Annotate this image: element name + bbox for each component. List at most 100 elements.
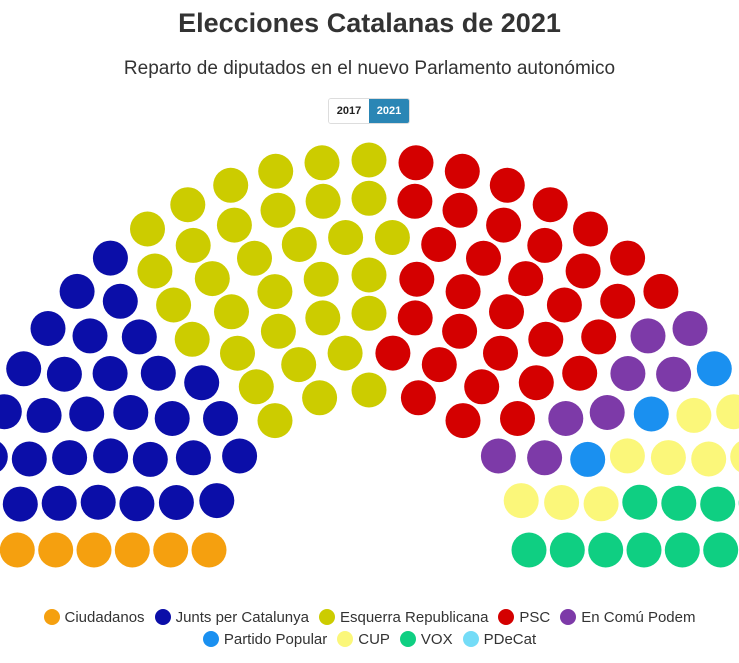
seat-esquerra-republicana[interactable] [175,227,211,263]
seat-psc[interactable] [546,287,582,323]
seat-junts-per-catalunya[interactable] [59,273,95,309]
seat-esquerra-republicana[interactable] [214,294,249,330]
seat-en-comú-podem[interactable] [527,440,563,476]
seat-esquerra-republicana[interactable] [260,313,296,349]
seat-esquerra-republicana[interactable] [137,253,173,289]
seat-en-comú-podem[interactable] [630,318,666,354]
seat-psc[interactable] [445,403,481,439]
seat-psc[interactable] [466,240,501,276]
seat-junts-per-catalunya[interactable] [2,486,38,522]
seat-junts-per-catalunya[interactable] [175,440,211,476]
seat-psc[interactable] [508,261,544,297]
seat-esquerra-republicana[interactable] [130,211,165,247]
seat-esquerra-republicana[interactable] [281,227,317,262]
seat-vox[interactable] [549,532,585,568]
seat-ciudadanos[interactable] [114,532,150,568]
seat-ciudadanos[interactable] [76,532,112,568]
seat-psc[interactable] [375,335,411,371]
seat-esquerra-republicana[interactable] [305,300,341,336]
seat-esquerra-republicana[interactable] [328,220,364,255]
seat-junts-per-catalunya[interactable] [41,485,77,521]
seat-junts-per-catalunya[interactable] [140,355,176,391]
seat-psc[interactable] [486,207,522,243]
seat-junts-per-catalunya[interactable] [93,438,129,474]
seat-junts-per-catalunya[interactable] [121,319,157,355]
seat-vox[interactable] [661,485,697,521]
seat-psc[interactable] [489,167,525,203]
seat-junts-per-catalunya[interactable] [154,401,190,436]
seat-esquerra-republicana[interactable] [374,220,410,255]
seat-esquerra-republicana[interactable] [257,274,293,310]
seat-junts-per-catalunya[interactable] [0,439,8,474]
seat-esquerra-republicana[interactable] [351,295,387,331]
seat-psc[interactable] [399,261,435,297]
seat-esquerra-republicana[interactable] [303,261,339,297]
seat-psc[interactable] [500,401,535,436]
seat-esquerra-republicana[interactable] [213,167,249,203]
seat-partido-popular[interactable] [696,351,732,387]
seat-junts-per-catalunya[interactable] [0,394,22,430]
seat-cup[interactable] [503,483,539,519]
seat-psc[interactable] [643,273,679,309]
seat-esquerra-republicana[interactable] [304,145,340,181]
seat-psc[interactable] [442,192,478,228]
legend-item[interactable]: VOX [399,631,453,648]
seat-junts-per-catalunya[interactable] [184,365,220,401]
seat-psc[interactable] [565,253,601,289]
seat-partido-popular[interactable] [633,396,669,432]
seat-junts-per-catalunya[interactable] [6,351,42,387]
seat-esquerra-republicana[interactable] [260,192,296,228]
seat-junts-per-catalunya[interactable] [158,485,194,520]
seat-esquerra-republicana[interactable] [351,142,387,178]
seat-psc[interactable] [610,240,646,276]
year-2021-button[interactable]: 2021 [369,99,409,123]
seat-esquerra-republicana[interactable] [258,153,294,189]
seat-psc[interactable] [573,211,608,247]
legend-item[interactable]: Partido Popular [202,631,327,648]
seat-psc[interactable] [528,321,564,357]
legend-item[interactable]: PSC [498,609,550,626]
seat-psc[interactable] [398,145,434,181]
seat-ciudadanos[interactable] [153,532,189,568]
seat-cup[interactable] [691,441,727,477]
seat-psc[interactable] [397,183,433,219]
legend-item[interactable]: CUP [337,631,390,648]
seat-en-comú-podem[interactable] [672,311,708,346]
seat-esquerra-republicana[interactable] [220,335,255,371]
seat-vox[interactable] [700,486,736,522]
seat-en-comú-podem[interactable] [480,438,516,474]
seat-psc[interactable] [581,319,617,355]
seat-junts-per-catalunya[interactable] [203,401,238,436]
seat-psc[interactable] [421,347,457,383]
seat-ciudadanos[interactable] [38,532,74,568]
seat-psc[interactable] [421,227,457,262]
seat-esquerra-republicana[interactable] [156,287,192,323]
seat-psc[interactable] [400,380,436,416]
seat-esquerra-republicana[interactable] [351,257,387,293]
seat-en-comú-podem[interactable] [589,395,625,430]
seat-vox[interactable] [622,484,658,520]
seat-vox[interactable] [588,532,624,568]
seat-en-comú-podem[interactable] [610,356,646,391]
seat-esquerra-republicana[interactable] [237,240,272,276]
seat-junts-per-catalunya[interactable] [52,440,88,476]
seat-junts-per-catalunya[interactable] [30,311,66,346]
seat-junts-per-catalunya[interactable] [69,396,105,432]
seat-cup[interactable] [609,438,645,474]
seat-en-comú-podem[interactable] [656,356,692,392]
seat-cup[interactable] [544,485,580,520]
seat-psc[interactable] [527,227,563,263]
seat-esquerra-republicana[interactable] [351,372,387,408]
seat-vox[interactable] [626,532,662,568]
seat-junts-per-catalunya[interactable] [113,395,149,430]
seat-esquerra-republicana[interactable] [281,347,317,383]
seat-vox[interactable] [664,532,700,568]
seat-psc[interactable] [444,153,480,189]
seat-cup[interactable] [730,439,739,474]
seat-esquerra-republicana[interactable] [327,335,363,371]
seat-esquerra-republicana[interactable] [174,321,210,357]
seat-psc[interactable] [483,335,518,371]
seat-junts-per-catalunya[interactable] [11,441,47,477]
seat-psc[interactable] [442,313,478,349]
legend-item[interactable]: Ciudadanos [43,609,145,626]
